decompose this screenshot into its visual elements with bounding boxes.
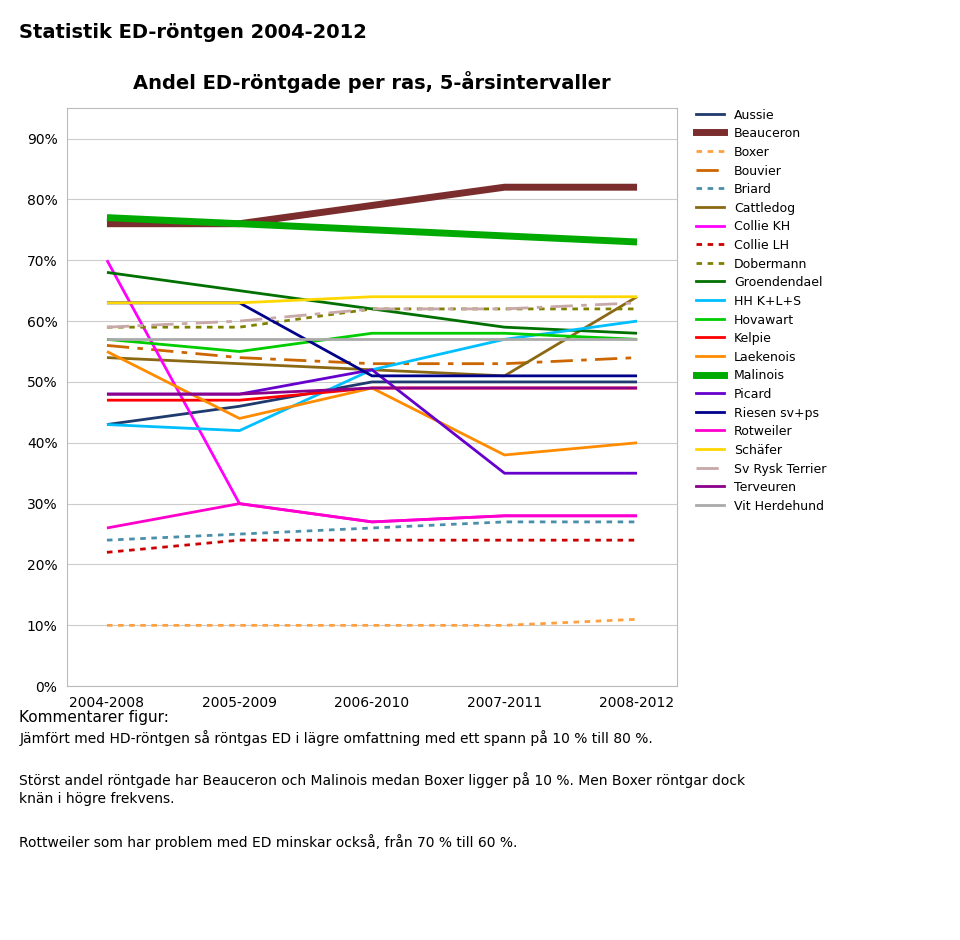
Title: Andel ED-röntgade per ras, 5-årsintervaller: Andel ED-röntgade per ras, 5-årsinterval…: [133, 70, 611, 93]
Text: Jämfört med HD-röntgen så röntgas ED i lägre omfattning med ett spann på 10 % ti: Jämfört med HD-röntgen så röntgas ED i l…: [19, 730, 653, 746]
Text: Statistik ED-röntgen 2004-2012: Statistik ED-röntgen 2004-2012: [19, 24, 367, 42]
Text: Kommentarer figur:: Kommentarer figur:: [19, 710, 169, 725]
Text: knän i högre frekvens.: knän i högre frekvens.: [19, 792, 175, 807]
Legend: Aussie, Beauceron, Boxer, Bouvier, Briard, Cattledog, Collie KH, Collie LH, Dobe: Aussie, Beauceron, Boxer, Bouvier, Briar…: [693, 105, 830, 517]
Text: Rottweiler som har problem med ED minskar också, från 70 % till 60 %.: Rottweiler som har problem med ED minska…: [19, 834, 517, 850]
Text: Störst andel röntgade har Beauceron och Malinois medan Boxer ligger på 10 %. Men: Störst andel röntgade har Beauceron och …: [19, 772, 745, 788]
